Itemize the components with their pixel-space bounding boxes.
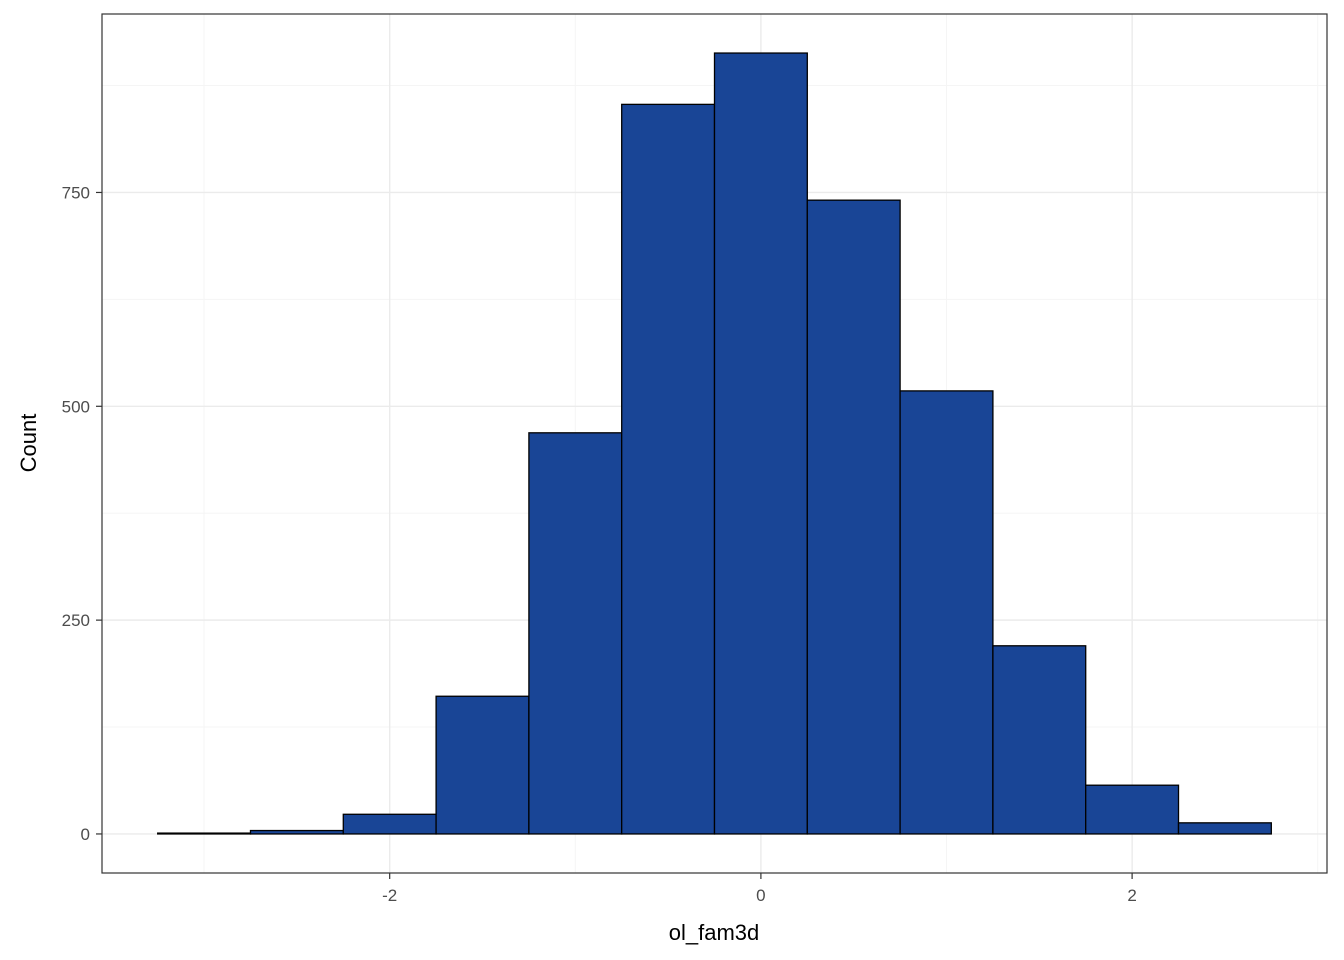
y-tick-label: 0: [81, 825, 90, 844]
x-axis-title: ol_fam3d: [669, 920, 760, 945]
histogram-bar-10: [992, 645, 1087, 835]
y-tick-label: 750: [62, 183, 90, 202]
histogram-bar-8: [806, 199, 901, 835]
histogram-bar-6: [621, 103, 716, 835]
histogram-bar-11: [1085, 784, 1180, 835]
histogram-bar-1: [157, 832, 252, 835]
y-axis: 0 250 500 750: [62, 183, 102, 844]
histogram-bar-7: [713, 52, 808, 835]
histogram-bar-2: [249, 829, 344, 835]
histogram-bar-9: [899, 390, 994, 835]
y-axis-title: Count: [16, 414, 41, 473]
x-tick-label: 0: [756, 886, 765, 905]
y-tick-label: 500: [62, 397, 90, 416]
x-tick-label: -2: [382, 886, 397, 905]
panel-border: [101, 13, 1328, 874]
histogram-bar-5: [528, 432, 623, 835]
y-tick-label: 250: [62, 611, 90, 630]
histogram-bar-12: [1177, 822, 1272, 835]
x-tick-label: 2: [1127, 886, 1136, 905]
histogram-bar-3: [342, 813, 437, 835]
x-axis: -2 0 2: [382, 873, 1137, 905]
histogram-bar-4: [435, 695, 530, 835]
histogram-bars: [157, 52, 1272, 835]
